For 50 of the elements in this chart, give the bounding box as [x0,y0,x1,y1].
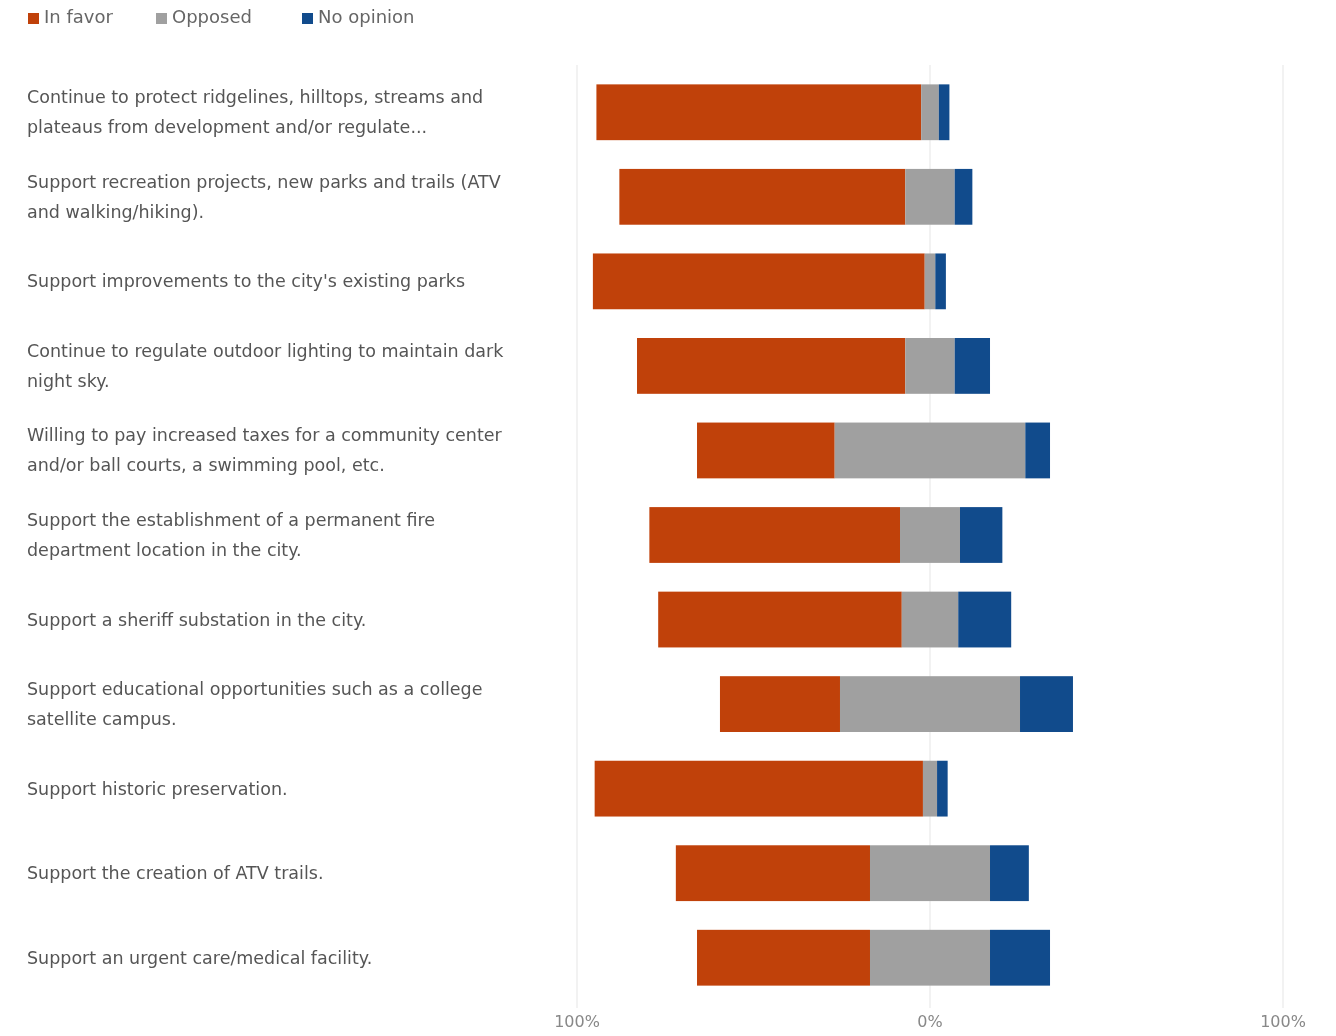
x-tick-label: 100% [554,1012,600,1031]
bar [958,591,1012,648]
bar [697,422,835,479]
bar [922,760,938,817]
bar [954,168,973,225]
bar [905,338,955,394]
bar [596,84,922,141]
x-tick-label: 0% [917,1012,943,1031]
y-tick-label: Support a sheriff substation in the city. [27,609,367,630]
bar [924,253,936,310]
bar [901,591,959,648]
bar [990,845,1029,902]
x-tick-label: 100% [1260,1012,1306,1031]
y-tick-label: Continue to protect ridgelines, hilltops, streams and plateaus from development and/or regulate... [27,87,484,138]
bar [990,929,1051,986]
bar [649,507,900,563]
y-tick-label: Continue to regulate outdoor lighting to maintain dark night sky. [27,340,505,391]
bar [1020,676,1073,732]
bar [938,84,950,141]
bar [937,760,948,817]
y-tick-label: Willing to pay increased taxes for a community center and/or ball courts, a swimming pool, etc. [27,425,503,476]
bar [675,845,870,902]
bar [960,507,1003,563]
bar [1025,422,1051,479]
y-tick-label: Support educational opportunities such as a college satellite campus. [27,679,483,730]
y-tick-label: Support recreation projects, new parks and trails (ATV and walking/hiking). [27,171,501,222]
bar [900,507,961,563]
y-tick-label: Support an urgent care/medical facility. [27,947,373,968]
bar [719,676,840,732]
bar [637,338,906,394]
y-tick-label: Support the establishment of a permanent fire department location in the city. [27,510,436,560]
y-tick-label: Support historic preservation. [27,778,288,799]
bar [697,929,870,986]
legend-label: No opinion [318,6,415,27]
bar [592,253,925,310]
bar [869,845,991,902]
legend-label: In favor [44,6,114,27]
bar [869,929,991,986]
bar [921,84,939,141]
bar [619,168,906,225]
bar [594,760,923,817]
bar [834,422,1026,479]
bar [839,676,1021,732]
bar [905,168,955,225]
bar [954,338,991,394]
bar [658,591,902,648]
y-tick-label: Support the creation of ATV trails. [27,863,324,884]
legend-label: Opposed [172,6,252,27]
bar [935,253,946,310]
y-tick-label: Support improvements to the city's existing parks [27,271,466,292]
